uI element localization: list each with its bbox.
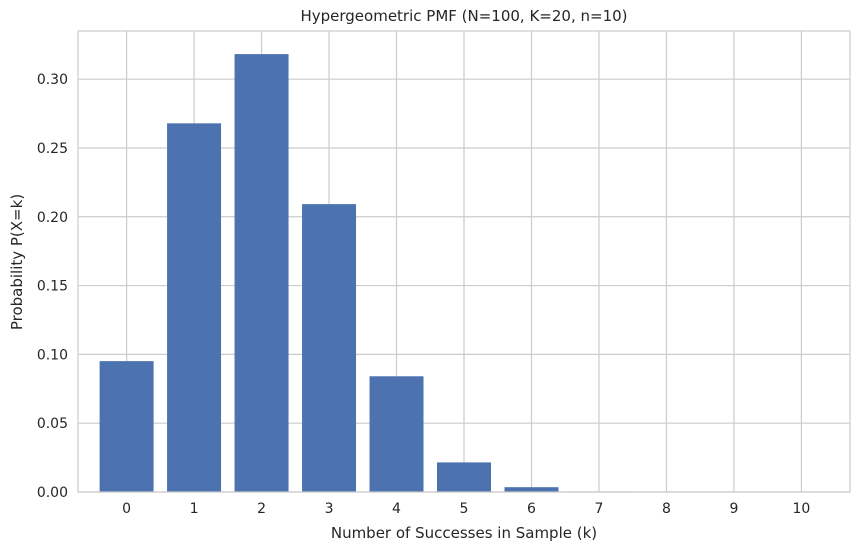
x-tick-label: 9 — [729, 501, 738, 517]
y-tick-label: 0.00 — [37, 485, 68, 501]
x-tick-label: 6 — [527, 501, 536, 517]
chart-title: Hypergeometric PMF (N=100, K=20, n=10) — [300, 7, 627, 25]
x-tick-label: 7 — [595, 501, 604, 517]
y-tick-label: 0.30 — [37, 72, 68, 88]
plot-frame — [77, 30, 851, 493]
x-tick-label: 5 — [460, 501, 469, 517]
x-tick-label: 4 — [392, 501, 401, 517]
y-tick-label: 0.20 — [37, 210, 68, 226]
bar-k-4 — [369, 376, 424, 492]
y-axis-label: Probability P(X=k) — [8, 194, 26, 330]
x-tick-label: 8 — [662, 501, 671, 517]
x-tick-label: 10 — [792, 501, 810, 517]
x-tick-label: 1 — [190, 501, 199, 517]
y-tick-labels: 0.00 0.05 0.10 0.15 0.20 0.25 0.30 — [37, 72, 68, 501]
bar-k-5 — [437, 462, 491, 492]
bar-layer — [99, 54, 761, 492]
bar-k-0 — [99, 361, 154, 492]
x-tick-label: 2 — [257, 501, 266, 517]
bar-k-1 — [167, 123, 222, 492]
bar-k-6 — [504, 487, 559, 492]
y-tick-label: 0.05 — [37, 416, 68, 432]
y-tick-label: 0.25 — [37, 141, 68, 157]
x-axis-label: Number of Successes in Sample (k) — [331, 524, 597, 542]
x-tick-labels: 0 1 2 3 4 5 6 7 8 9 10 — [122, 501, 810, 517]
y-tick-label: 0.10 — [37, 347, 68, 363]
x-tick-label: 0 — [122, 501, 131, 517]
bar-k-3 — [302, 204, 357, 492]
y-tick-label: 0.15 — [37, 279, 68, 295]
bar-k-2 — [234, 54, 289, 492]
x-tick-label: 3 — [325, 501, 334, 517]
